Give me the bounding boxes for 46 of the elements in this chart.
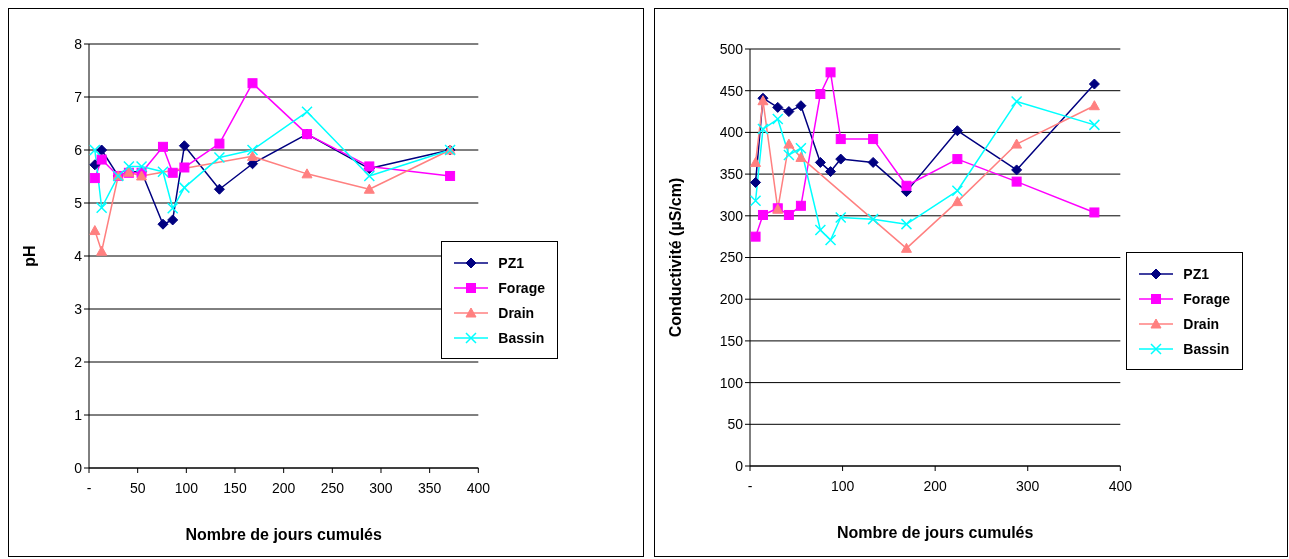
- y-axis-title: Conductivité (µS/cm): [666, 177, 684, 338]
- legend-label: Forage: [498, 279, 545, 296]
- legend-label: Bassin: [1183, 340, 1230, 357]
- legend-label: PZ1: [498, 254, 524, 271]
- x-tick-label: 400: [1108, 477, 1133, 494]
- x-tick-label: 300: [369, 479, 393, 496]
- y-tick-label: 5: [74, 194, 83, 211]
- y-tick-label: 150: [719, 332, 744, 349]
- y-tick-label: 6: [74, 141, 83, 158]
- x-tick-label: 100: [830, 477, 855, 494]
- y-axis-title: pH: [20, 245, 38, 267]
- y-tick-label: 0: [74, 459, 83, 476]
- x-axis-title: Nombre de jours cumulés: [836, 524, 1034, 541]
- y-tick-label: 400: [719, 124, 744, 141]
- x-tick-label: 250: [320, 479, 345, 496]
- x-tick-label: 200: [271, 479, 296, 496]
- x-tick-label: -: [86, 479, 92, 496]
- x-tick-label: 300: [1016, 477, 1040, 494]
- x-tick-label: 100: [174, 479, 199, 496]
- y-tick-label: 7: [74, 88, 83, 105]
- x-tick-label: 200: [923, 477, 948, 494]
- y-tick-label: 500: [719, 40, 744, 57]
- legend-label: Forage: [1183, 290, 1230, 307]
- y-tick-label: 8: [74, 35, 83, 52]
- x-tick-label: 50: [129, 479, 146, 496]
- y-tick-label: 3: [74, 300, 83, 317]
- y-tick-label: 100: [719, 374, 744, 391]
- x-tick-label: 350: [417, 479, 442, 496]
- x-tick-label: 150: [223, 479, 247, 496]
- y-tick-label: 50: [727, 416, 744, 433]
- y-tick-label: 0: [735, 457, 744, 474]
- y-tick-label: 1: [74, 406, 83, 423]
- legend-label: PZ1: [1183, 265, 1209, 282]
- y-tick-label: 350: [719, 166, 744, 183]
- y-tick-label: 2: [74, 353, 83, 370]
- y-tick-label: 450: [719, 82, 744, 99]
- y-tick-label: 300: [719, 207, 744, 224]
- y-tick-label: 4: [74, 247, 83, 264]
- x-tick-label: -: [747, 477, 753, 494]
- y-tick-label: 250: [719, 249, 744, 266]
- x-axis-title: Nombre de jours cumulés: [185, 526, 382, 543]
- legend-label: Drain: [498, 304, 535, 321]
- y-tick-label: 200: [719, 291, 744, 308]
- legend-label: Bassin: [498, 329, 545, 346]
- x-tick-label: 400: [466, 479, 491, 496]
- legend-label: Drain: [1183, 315, 1220, 332]
